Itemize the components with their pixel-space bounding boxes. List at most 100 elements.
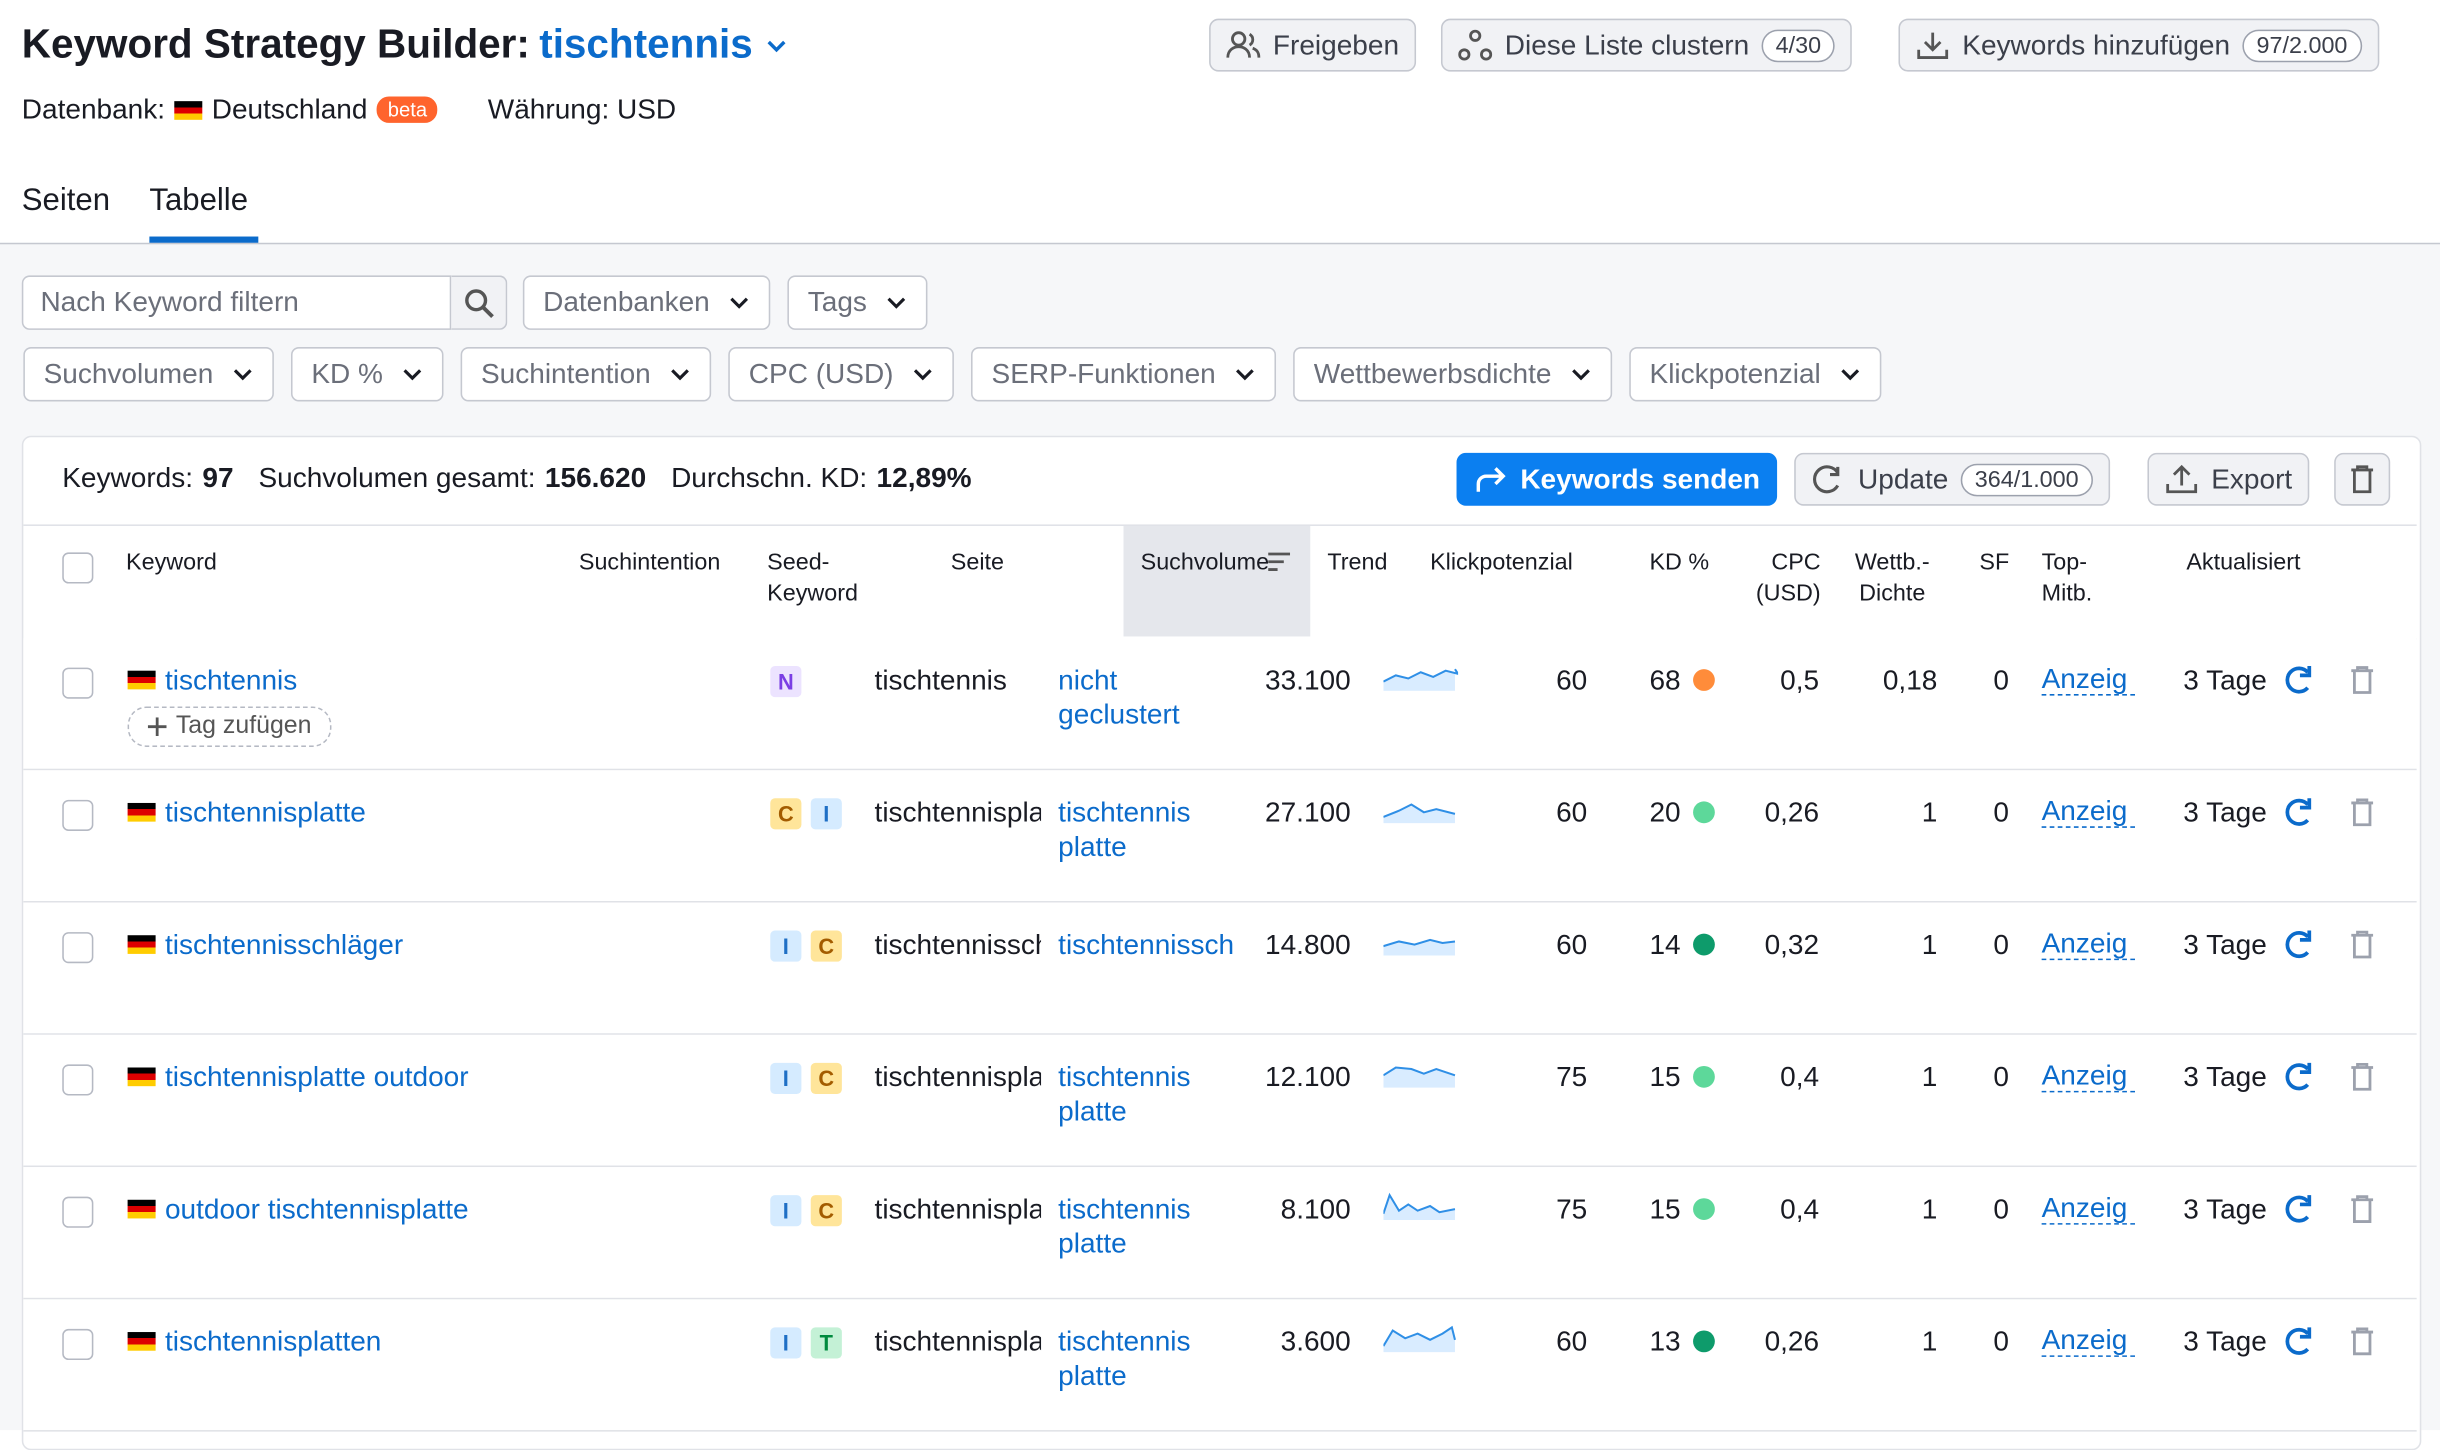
seed-keyword: tischtennisplatte [874,1193,1042,1225]
top-competitor[interactable]: Anzeig [2041,663,2135,696]
icon [1476,467,1506,492]
chevron [403,368,422,380]
column-header: Seite [950,549,1005,576]
kd: 14 [1649,929,1681,961]
label: Diese Liste clustern [1504,28,1750,60]
tag-button[interactable]: Tag zufügen [127,706,332,747]
delete-icon[interactable] [2350,797,2375,828]
row-checkbox[interactable] [62,799,94,831]
kd-dot [1693,1065,1715,1088]
project[interactable]: tischtennis [539,20,753,67]
page[interactable]: tischtennis platte [1058,796,1191,863]
label: Update [1858,462,1949,495]
page[interactable]: tischtennisschläger [1058,929,1235,961]
cpc: 0,4 [1780,1061,1820,1093]
filter-dropdown[interactable]: Klickpotenzial [1629,347,1882,402]
icon [1917,32,1949,59]
filter-dropdown[interactable]: SERP-Funktionen [971,347,1277,402]
row-checkbox[interactable] [62,1328,94,1361]
intent-badge: T [810,1327,842,1359]
click-potential: 75 [1556,1193,1588,1225]
delete-icon[interactable] [2350,1194,2375,1225]
filter-dropdown[interactable]: Suchvolumen [23,347,274,402]
delete-icon[interactable] [2350,664,2375,695]
refresh-icon[interactable] [2283,1194,2314,1225]
kd-label: Durchschn. KD: [671,462,868,494]
delete-button[interactable] [2334,452,2391,506]
row-checkbox[interactable] [62,932,94,964]
volume: 14.800 [1265,929,1351,961]
page[interactable]: tischtennis platte [1058,1325,1191,1392]
keyword[interactable]: tischtennisschläger [164,929,404,961]
volume-label: Suchvolumen gesamt: [258,462,536,494]
badge: beta [376,96,438,123]
refresh-icon[interactable] [2283,797,2314,828]
filters-row2: Suchvolumen KD % Suchintention CPC (USD) SER… [23,347,1882,402]
keyword[interactable]: tischtennisplatte [164,796,366,828]
density: 1 [1921,1193,1938,1225]
icon [2351,465,2374,494]
search-button[interactable] [451,275,508,330]
add-keywords-button[interactable]: Keywords hinzufügen 97/2.000 [1898,18,2379,72]
cpc: 0,5 [1780,664,1820,696]
cluster-button[interactable]: Diese Liste clustern 4/30 [1440,18,1853,72]
filter-dropdown[interactable]: Datenbanken [522,275,771,330]
kd-dot [1693,669,1715,691]
filter-dropdown[interactable]: Wettbewerbsdichte [1293,347,1613,402]
click-potential: 60 [1556,1325,1588,1357]
keyword[interactable]: tischtennis [164,664,298,696]
filter-dropdown[interactable]: CPC (USD) [728,347,955,402]
tab-active[interactable]: Tabelle [149,183,249,218]
top-competitor[interactable]: Anzeig [2041,1192,2135,1225]
keyword[interactable]: tischtennisplatte outdoor [164,1061,469,1093]
refresh-icon[interactable] [2283,929,2314,960]
delete-icon[interactable] [2350,1326,2375,1357]
database-row: Datenbank: Deutschland beta Währung: USD [22,93,676,126]
tab[interactable]: Seiten [21,183,111,218]
tab-underline [149,236,259,243]
delete-icon[interactable] [2350,1061,2375,1092]
density: 1 [1921,1061,1938,1093]
send-button[interactable]: Keywords senden [1456,452,1778,506]
filter-dropdown[interactable]: Tags [787,275,928,330]
page[interactable]: tischtennis platte [1058,1061,1191,1127]
refresh-icon[interactable] [2283,1061,2314,1092]
updated: 3 Tage [2183,796,2267,828]
sf: 0 [1993,1193,2009,1225]
keyword[interactable]: tischtennisplatten [164,1325,382,1357]
export-button[interactable]: Export [2147,452,2310,506]
filter-dropdown[interactable]: Suchintention [460,347,712,402]
icon [1813,465,1840,494]
table-row [23,770,2417,903]
column-header: Trend [1327,549,1388,576]
refresh-icon[interactable] [2283,1326,2314,1357]
chevron [1841,368,1860,380]
page[interactable]: nicht geclustert [1058,664,1180,730]
top-competitor[interactable]: Anzeig [2041,1324,2135,1357]
filter-dropdown[interactable]: KD % [291,347,444,402]
select-all[interactable] [62,552,94,584]
top-competitor[interactable]: Anzeig [2041,795,2135,828]
keyword[interactable]: outdoor tischtennisplatte [164,1193,469,1225]
sf: 0 [1993,1325,2009,1357]
page[interactable]: tischtennis platte [1058,1193,1191,1259]
sorted-column [1123,525,1311,637]
top-competitor[interactable]: Anzeig [2041,927,2135,961]
density: 1 [1921,1325,1938,1357]
chevron [914,368,932,380]
delete-icon[interactable] [2350,929,2375,960]
top-competitor[interactable]: Anzeig [2041,1060,2135,1093]
search-input[interactable]: Nach Keyword filtern [21,275,452,330]
share-button[interactable]: Freigeben [1209,18,1417,72]
column-header: Top-Mitb. [2041,549,2093,607]
row-checkbox[interactable] [62,1064,94,1096]
sort-icon[interactable] [1267,551,1292,573]
kd: 15 [1649,1193,1681,1225]
update-button[interactable]: Update 364/1.000 [1794,452,2110,506]
row-checkbox[interactable] [62,1196,94,1228]
row-checkbox[interactable] [62,667,94,699]
refresh-icon[interactable] [2283,664,2314,695]
volume: 8.100 [1280,1193,1351,1225]
click-potential: 60 [1556,796,1588,828]
kd-dot [1693,801,1715,824]
